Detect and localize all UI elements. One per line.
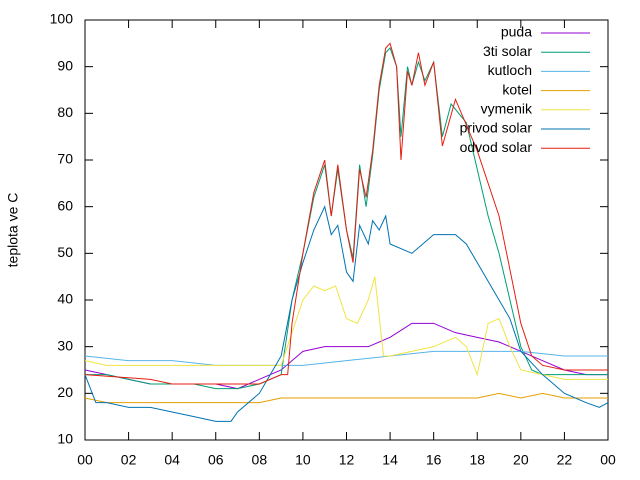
series-line — [84, 276, 608, 380]
series-line — [84, 205, 609, 422]
y-tick-label: 30 — [57, 337, 73, 353]
y-tick-label: 80 — [57, 104, 73, 120]
x-tick-label: 12 — [339, 452, 355, 468]
y-tick-label: 40 — [57, 291, 73, 307]
y-axis-label: teplota ve C — [5, 193, 21, 268]
x-tick-label: 04 — [164, 452, 180, 468]
x-tick-label: 02 — [121, 452, 137, 468]
legend-label: privod solar — [460, 120, 533, 136]
series-line — [84, 392, 608, 404]
y-tick-label: 100 — [50, 11, 74, 27]
y-tick-label: 60 — [57, 197, 73, 213]
legend-label: vymenik — [481, 101, 533, 117]
legend-label: 3ti solar — [483, 43, 532, 59]
x-tick-label: 00 — [77, 452, 93, 468]
x-tick-label: 00 — [600, 452, 616, 468]
legend-label: odvod solar — [460, 139, 533, 155]
legend-label: kotel — [502, 81, 532, 97]
x-tick-label: 18 — [469, 452, 485, 468]
x-tick-label: 10 — [295, 452, 311, 468]
x-tick-label: 16 — [426, 452, 442, 468]
series-line — [84, 42, 608, 385]
x-tick-label: 08 — [252, 452, 268, 468]
series-line — [85, 47, 608, 390]
x-tick-label: 14 — [382, 452, 398, 468]
y-tick-label: 90 — [57, 57, 73, 73]
legend-label: puda — [501, 24, 532, 40]
y-tick-label: 10 — [57, 431, 73, 447]
y-tick-label: 20 — [57, 384, 73, 400]
x-tick-label: 20 — [513, 452, 529, 468]
x-tick-label: 06 — [208, 452, 224, 468]
y-tick-label: 70 — [57, 151, 73, 167]
x-tick-label: 22 — [557, 452, 573, 468]
y-tick-label: 50 — [57, 244, 73, 260]
plot-border — [84, 19, 609, 441]
legend-label: kutloch — [488, 62, 532, 78]
